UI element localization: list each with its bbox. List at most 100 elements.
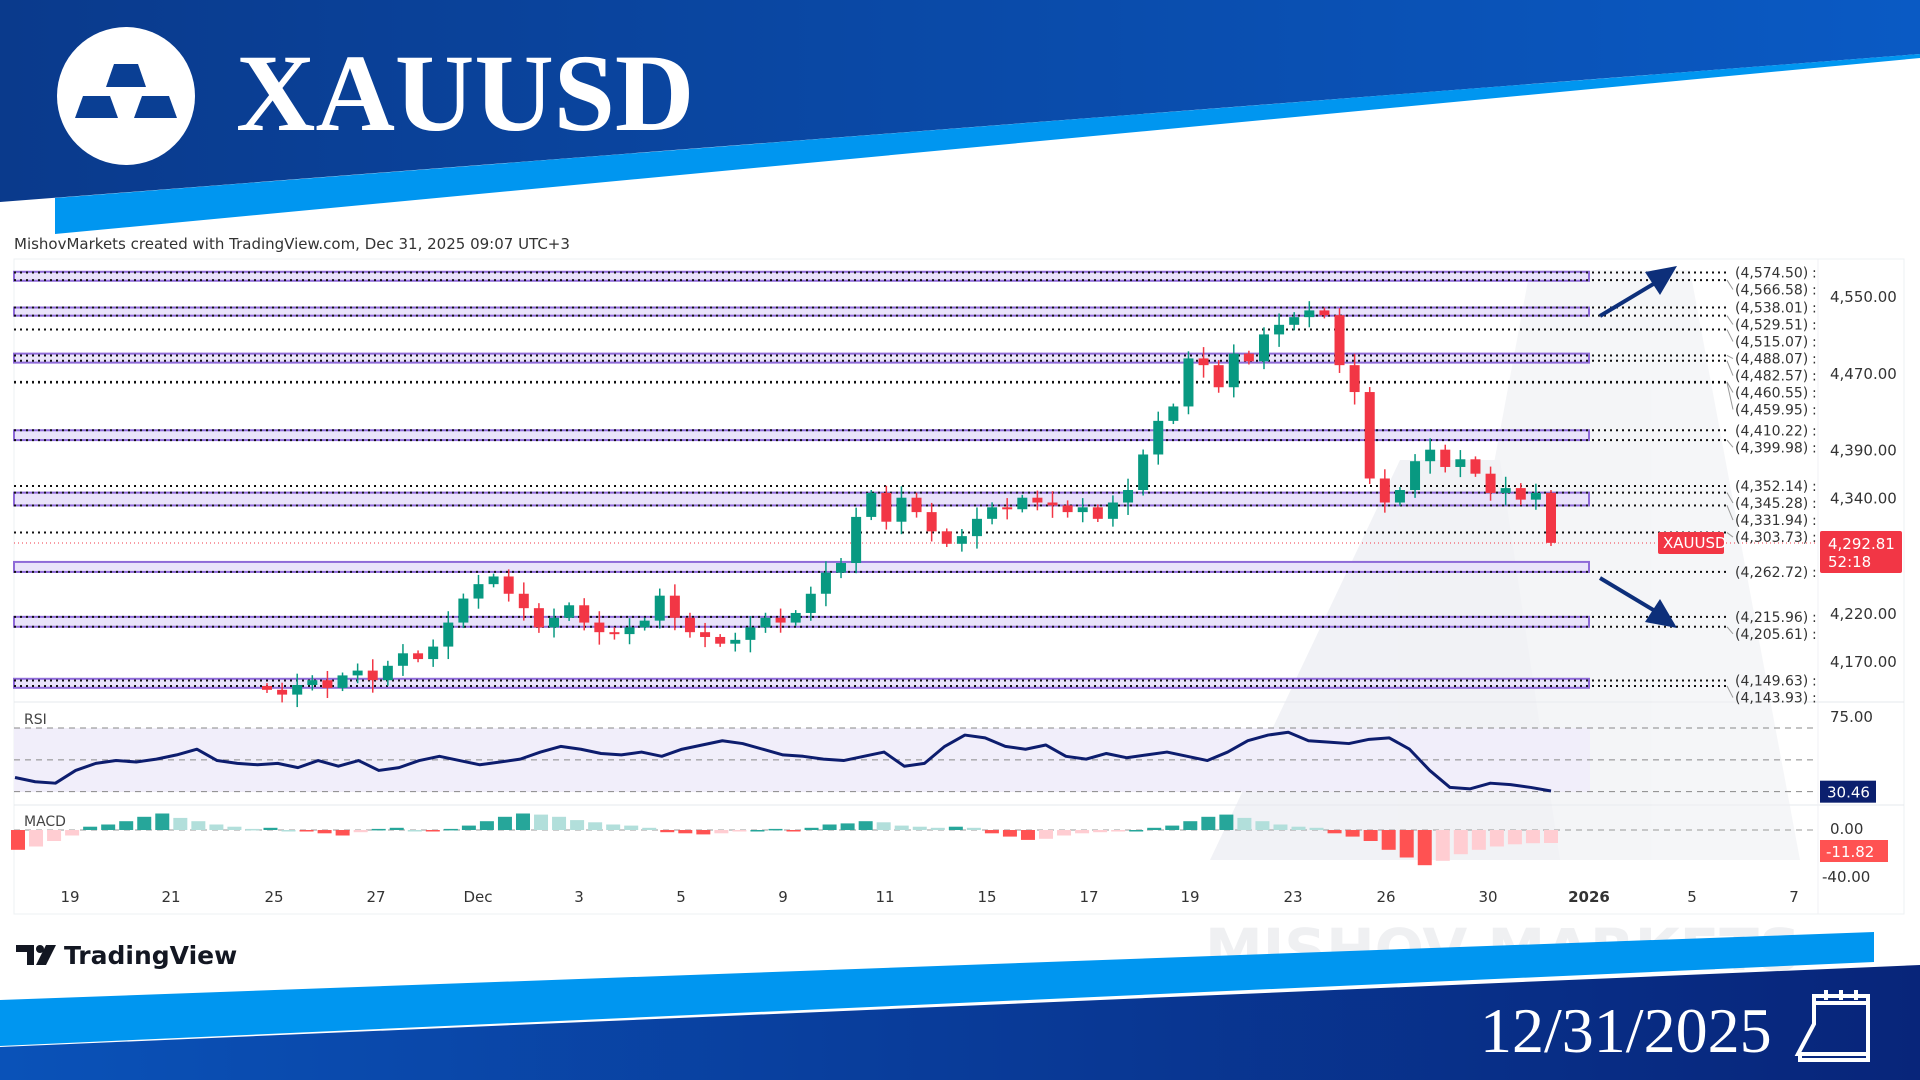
candle[interactable] — [609, 627, 620, 640]
time-axis[interactable]: 19 21 25 27 Dec 3 5 9 11 15 17 19 23 26 30 2026 5 7 — [60, 888, 1798, 906]
candle[interactable] — [458, 593, 469, 629]
candle[interactable] — [322, 670, 333, 699]
candle[interactable] — [700, 622, 711, 648]
candle[interactable] — [1470, 456, 1481, 477]
candle[interactable] — [1289, 312, 1300, 331]
candle[interactable] — [1153, 411, 1164, 465]
candle[interactable] — [654, 588, 665, 629]
candle[interactable] — [594, 611, 605, 645]
macd-histogram-bar — [299, 830, 314, 832]
candle[interactable] — [503, 569, 514, 602]
candle[interactable] — [533, 603, 544, 633]
candle[interactable] — [292, 673, 303, 708]
candle[interactable] — [1319, 307, 1330, 319]
candle[interactable] — [941, 528, 952, 547]
candle-body — [1304, 310, 1315, 318]
candle[interactable] — [1017, 494, 1028, 513]
candle[interactable] — [926, 502, 937, 542]
candle[interactable] — [1500, 476, 1511, 506]
candle[interactable] — [488, 573, 499, 588]
candle[interactable] — [443, 611, 454, 660]
candle[interactable] — [564, 602, 575, 621]
candle[interactable] — [730, 632, 741, 652]
candle[interactable] — [624, 618, 635, 645]
candle[interactable] — [1440, 444, 1451, 473]
candle[interactable] — [1138, 449, 1149, 496]
candle[interactable] — [851, 507, 862, 574]
candle[interactable] — [805, 586, 816, 621]
candle[interactable] — [1515, 483, 1526, 506]
candle[interactable] — [1274, 313, 1285, 347]
candle[interactable] — [1032, 490, 1043, 511]
candle[interactable] — [518, 582, 529, 621]
candle[interactable] — [1198, 347, 1209, 378]
candle[interactable] — [836, 558, 847, 579]
candle[interactable] — [881, 485, 892, 530]
candle[interactable] — [579, 598, 590, 631]
candle[interactable] — [760, 612, 771, 633]
candle[interactable] — [1485, 466, 1496, 501]
macd-histogram-bar — [1039, 830, 1054, 839]
candle[interactable] — [775, 608, 786, 633]
candle[interactable] — [956, 529, 967, 552]
candle[interactable] — [1334, 308, 1345, 373]
candle[interactable] — [639, 617, 650, 631]
candle[interactable] — [1213, 360, 1224, 393]
candle[interactable] — [1410, 454, 1421, 498]
candle[interactable] — [745, 616, 756, 653]
price-axis[interactable]: 4,550.00 4,470.00 4,390.00 4,340.00 4,220.00… — [1658, 288, 1902, 671]
candle[interactable] — [1123, 478, 1134, 515]
candle[interactable] — [277, 682, 288, 703]
candle[interactable] — [473, 574, 484, 609]
candle-body — [307, 680, 318, 686]
candle[interactable] — [1530, 483, 1541, 510]
candle[interactable] — [549, 608, 560, 638]
candle[interactable] — [428, 639, 439, 667]
candle[interactable] — [987, 502, 998, 525]
macd-histogram-bar — [552, 816, 567, 830]
candle[interactable] — [790, 610, 801, 626]
candle[interactable] — [820, 561, 831, 607]
candle[interactable] — [382, 660, 393, 686]
candle[interactable] — [1183, 351, 1194, 415]
candle[interactable] — [1047, 491, 1058, 518]
candle[interactable] — [262, 683, 272, 693]
candle[interactable] — [971, 507, 982, 549]
candle[interactable] — [337, 672, 348, 692]
zone-band — [13, 306, 1590, 317]
candle[interactable] — [1455, 450, 1466, 478]
candle[interactable] — [896, 486, 907, 535]
candle[interactable] — [1168, 403, 1179, 425]
candle[interactable] — [1546, 490, 1556, 547]
candle[interactable] — [669, 584, 680, 631]
candle[interactable] — [684, 612, 695, 638]
candle[interactable] — [1077, 498, 1088, 523]
candle[interactable] — [1258, 327, 1269, 370]
candle[interactable] — [1304, 301, 1315, 328]
candle[interactable] — [1062, 500, 1073, 518]
candle[interactable] — [1092, 504, 1103, 523]
candle[interactable] — [1243, 350, 1254, 365]
candle[interactable] — [307, 675, 318, 691]
candle[interactable] — [911, 492, 922, 518]
candle[interactable] — [715, 634, 726, 647]
candle[interactable] — [1349, 353, 1360, 405]
candle-body — [533, 608, 544, 628]
candle[interactable] — [1364, 387, 1375, 484]
candle[interactable] — [1107, 495, 1118, 527]
macd-histogram-bar — [966, 827, 981, 830]
candle[interactable] — [352, 663, 363, 684]
candle[interactable] — [397, 644, 408, 676]
candle-body — [1440, 449, 1451, 467]
candle[interactable] — [1379, 469, 1390, 513]
candle[interactable] — [1228, 344, 1239, 398]
candle[interactable] — [367, 659, 378, 693]
candle[interactable] — [413, 650, 424, 663]
level-leader — [1726, 315, 1734, 325]
candlestick-series[interactable] — [262, 301, 1556, 708]
candle[interactable] — [1002, 498, 1013, 520]
candle[interactable] — [866, 490, 877, 521]
candle[interactable] — [1425, 438, 1436, 474]
candle[interactable] — [1394, 487, 1405, 506]
